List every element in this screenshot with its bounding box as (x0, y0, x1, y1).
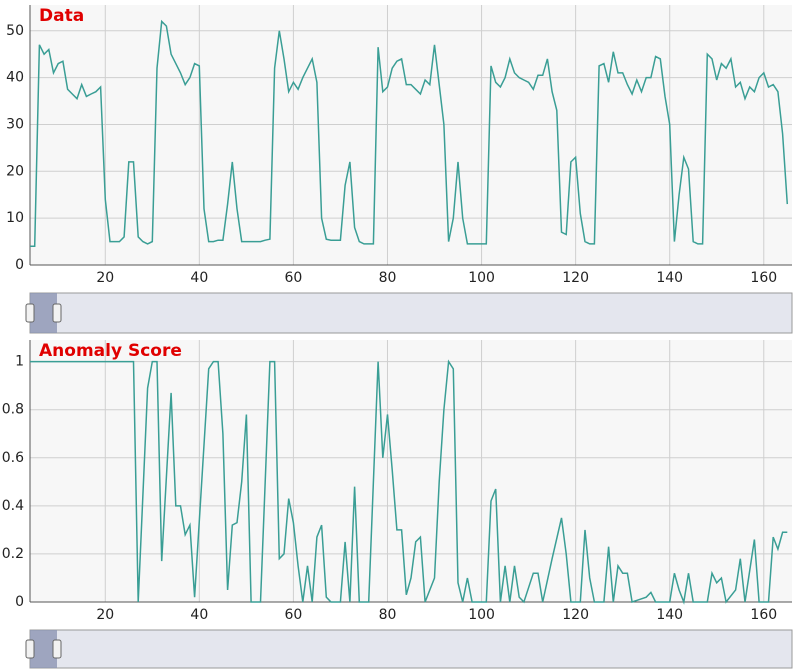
x-tick-label: 120 (562, 607, 589, 623)
x-tick-label: 80 (379, 607, 397, 623)
y-tick-label: 50 (6, 23, 24, 39)
range-selector (29, 629, 793, 669)
range-handle[interactable] (25, 303, 35, 323)
data-line (30, 19, 789, 248)
x-tick-label: 160 (750, 607, 777, 623)
x-tick-label: 20 (96, 607, 114, 623)
x-tick-label: 60 (284, 607, 302, 623)
x-tick-label: 60 (284, 270, 302, 286)
y-tick-label: 0.8 (2, 402, 24, 418)
x-tick-label: 40 (190, 270, 208, 286)
chart-title: Anomaly Score (39, 341, 182, 361)
x-tick-label: 40 (190, 607, 208, 623)
y-tick-label: 0.4 (2, 498, 24, 514)
y-tick-label: 0 (15, 257, 24, 273)
x-tick-label: 160 (750, 270, 777, 286)
y-tick-label: 0.6 (2, 450, 24, 466)
y-tick-label: 0.2 (2, 546, 24, 562)
y-tick-label: 0 (15, 594, 24, 610)
range-handle[interactable] (25, 639, 35, 659)
plot-area (30, 5, 792, 265)
chart-title: Data (39, 6, 84, 26)
x-tick-label: 80 (379, 270, 397, 286)
x-tick-label: 140 (656, 607, 683, 623)
range-handle[interactable] (52, 303, 62, 323)
x-tick-label: 140 (656, 270, 683, 286)
x-tick-label: 120 (562, 270, 589, 286)
y-tick-label: 30 (6, 116, 24, 132)
y-tick-label: 40 (6, 70, 24, 86)
range-handle[interactable] (52, 639, 62, 659)
x-tick-label: 20 (96, 270, 114, 286)
x-tick-label: 100 (468, 607, 495, 623)
y-tick-label: 20 (6, 163, 24, 179)
data-line (30, 359, 788, 605)
x-tick-label: 100 (468, 270, 495, 286)
range-selector (29, 292, 793, 334)
y-tick-label: 1 (15, 354, 24, 370)
y-tick-label: 10 (6, 210, 24, 226)
